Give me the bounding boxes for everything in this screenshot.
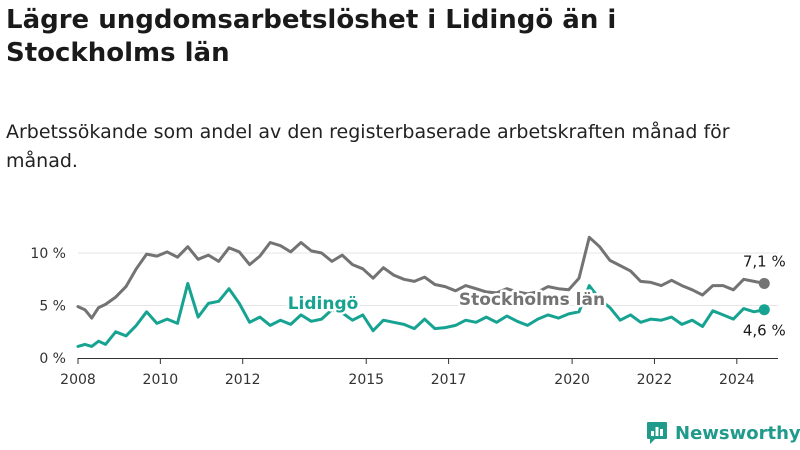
series-end-point [758, 304, 770, 316]
series-end-value-label: 7,1 % [743, 252, 786, 270]
series-end-point [758, 277, 770, 289]
series-line-stockholm [76, 235, 766, 320]
series-labels: 7,1 % 4,6 % Stockholms län Lidingö [285, 250, 788, 341]
newsworthy-logo-icon [647, 422, 667, 444]
x-tick-label: 2010 [143, 372, 179, 388]
series-line-lidingo [76, 281, 766, 348]
chart-title: Lägre ungdomsarbetslöshet i Lidingö än i… [6, 5, 617, 68]
x-tick-label: 2024 [719, 372, 755, 388]
brand-name: Newsworthy [675, 422, 800, 444]
x-tick-label: 2012 [225, 372, 261, 388]
x-axis-ticks: 2008 2010 2012 2015 2017 2020 2022 2024 [60, 358, 755, 388]
series-end-value-label: 4,6 % [743, 322, 786, 340]
x-tick-label: 2017 [431, 372, 467, 388]
chart-subtitle: Arbetssökande som andel av den registerb… [6, 121, 730, 172]
y-tick-label: 5 % [39, 299, 66, 315]
newsworthy-brand: Newsworthy [646, 420, 800, 446]
x-tick-label: 2015 [348, 372, 384, 388]
series-name-label: Stockholms län [459, 290, 605, 310]
y-tick-label: 10 % [30, 246, 66, 262]
series-lines [76, 235, 770, 348]
y-axis-tick-labels: 0 % 5 % 10 % [30, 246, 66, 367]
y-tick-label: 0 % [39, 351, 66, 367]
x-tick-label: 2022 [637, 372, 673, 388]
x-tick-label: 2020 [554, 372, 590, 388]
series-name-label: Lidingö [288, 294, 359, 314]
x-tick-label: 2008 [60, 372, 96, 388]
